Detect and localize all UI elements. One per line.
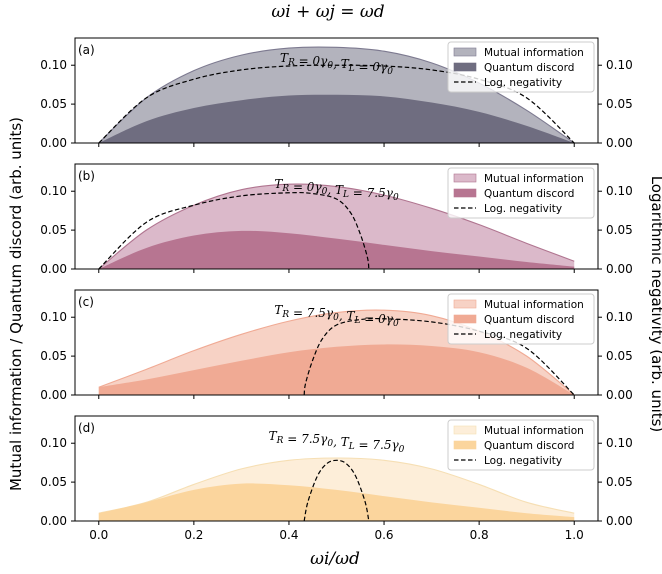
legend: Mutual information Quantum discord Log. ne… xyxy=(447,419,595,471)
panel-c: 0.00 0.00 0.05 0.05 0.10 0.10 (c) TR = 7.5γ0, T… xyxy=(40,289,633,402)
panel-d: 0.0 0.2 0.4 0.6 0.8 1.0 0.00 0.00 0.05 0.05 0.10 0.… xyxy=(40,415,633,542)
x-tick-label: 1.0 xyxy=(565,528,584,542)
legend-label: Mutual information xyxy=(484,173,584,185)
legend-swatch xyxy=(453,440,477,450)
temperature-label: TR = 7.5γ0, TL = 0γ0 xyxy=(274,303,399,329)
y-tick-label-right: 0.10 xyxy=(606,310,633,324)
panel-label: (c) xyxy=(78,295,94,309)
log-negativity-line xyxy=(98,191,370,269)
panel-label: (b) xyxy=(78,169,95,183)
legend-box xyxy=(447,41,595,93)
temperature-label: TR = 0γ0, TL = 0γ0 xyxy=(280,51,393,77)
panels-group: 0.00 0.00 0.05 0.05 0.10 0.10 (a) TR = 0γ0, TL … xyxy=(40,37,633,542)
legend-label: Mutual information xyxy=(484,47,584,59)
x-axis-label: ωi/ωd xyxy=(310,549,360,569)
quantum-discord-area xyxy=(98,483,575,521)
legend-label: Log. negativity xyxy=(484,455,562,467)
legend-swatch xyxy=(453,62,477,72)
panel-b: 0.00 0.00 0.05 0.05 0.10 0.10 (b) TR = 0γ0, TL … xyxy=(40,163,633,276)
panel-frame xyxy=(74,163,599,270)
y-tick-label-left: 0.05 xyxy=(40,223,67,237)
x-tick-label: 0.0 xyxy=(89,528,108,542)
legend-label: Log. negativity xyxy=(484,203,562,215)
y-tick-label-right: 0.00 xyxy=(606,262,633,276)
legend-swatch xyxy=(453,47,477,57)
y-tick-label-left: 0.10 xyxy=(40,310,67,324)
legend: Mutual information Quantum discord Log. ne… xyxy=(447,293,595,345)
legend-swatch xyxy=(453,425,477,435)
y-tick-label-left: 0.00 xyxy=(40,136,67,150)
legend-label: Mutual information xyxy=(484,425,584,437)
x-tick-label: 0.4 xyxy=(279,528,298,542)
log-negativity-line xyxy=(303,459,370,521)
mutual-information-edge xyxy=(98,457,575,514)
y-tick-label-left: 0.05 xyxy=(40,97,67,111)
panel-label: (d) xyxy=(78,421,95,435)
panel-frame xyxy=(74,37,599,144)
quantum-discord-area xyxy=(98,94,575,143)
legend-label: Log. negativity xyxy=(484,329,562,341)
legend-label: Mutual information xyxy=(484,299,584,311)
quantum-discord-area xyxy=(98,344,575,395)
y-tick-label-left: 0.10 xyxy=(40,436,67,450)
temperature-label: TR = 0γ0, TL = 7.5γ0 xyxy=(274,177,399,203)
legend: Mutual information Quantum discord Log. ne… xyxy=(447,167,595,219)
legend-label: Log. negativity xyxy=(484,77,562,89)
legend-label: Quantum discord xyxy=(484,188,574,200)
y-tick-label-right: 0.00 xyxy=(606,388,633,402)
legend-box xyxy=(447,419,595,471)
figure-title: ωi + ωj = ωd xyxy=(271,2,384,22)
y-tick-label-left: 0.00 xyxy=(40,388,67,402)
y-axis-label-left: Mutual information / Quantum discord (ar… xyxy=(7,117,25,491)
y-tick-label-left: 0.00 xyxy=(40,262,67,276)
mutual-information-edge xyxy=(98,183,575,269)
legend-box xyxy=(447,167,595,219)
legend-label: Quantum discord xyxy=(484,314,574,326)
legend-swatch xyxy=(453,173,477,183)
y-tick-label-right: 0.10 xyxy=(606,184,633,198)
panel-frame xyxy=(74,289,599,396)
legend-box xyxy=(447,293,595,345)
y-tick-label-right: 0.10 xyxy=(606,436,633,450)
x-tick-label: 0.8 xyxy=(470,528,489,542)
y-tick-label-left: 0.00 xyxy=(40,514,67,528)
y-tick-label-left: 0.05 xyxy=(40,475,67,489)
y-tick-label-right: 0.05 xyxy=(606,97,633,111)
panel-content xyxy=(98,183,575,269)
y-tick-label-right: 0.05 xyxy=(606,349,633,363)
legend-label: Quantum discord xyxy=(484,62,574,74)
panel-content xyxy=(98,457,575,521)
panel-a: 0.00 0.00 0.05 0.05 0.10 0.10 (a) TR = 0γ0, TL … xyxy=(40,37,633,150)
y-axis-label-right: Logarithmic negativity (arb. units) xyxy=(648,176,662,433)
legend-swatch xyxy=(453,299,477,309)
y-tick-label-right: 0.00 xyxy=(606,136,633,150)
temperature-label: TR = 7.5γ0, TL = 7.5γ0 xyxy=(269,429,405,455)
legend-swatch xyxy=(453,188,477,198)
log-negativity-line xyxy=(303,317,575,395)
y-tick-label-right: 0.05 xyxy=(606,475,633,489)
legend: Mutual information Quantum discord Log. ne… xyxy=(447,41,595,93)
y-tick-label-left: 0.10 xyxy=(40,58,67,72)
panel-label: (a) xyxy=(78,43,95,57)
x-tick-label: 0.6 xyxy=(374,528,393,542)
panel-frame xyxy=(74,415,599,522)
panel-content xyxy=(98,46,575,143)
y-tick-label-right: 0.00 xyxy=(606,514,633,528)
legend-swatch xyxy=(453,314,477,324)
y-tick-label-left: 0.05 xyxy=(40,349,67,363)
legend-label: Quantum discord xyxy=(484,440,574,452)
y-tick-label-right: 0.10 xyxy=(606,58,633,72)
y-tick-label-left: 0.10 xyxy=(40,184,67,198)
y-tick-label-right: 0.05 xyxy=(606,223,633,237)
quantum-discord-area xyxy=(98,230,575,269)
x-tick-label: 0.2 xyxy=(184,528,203,542)
